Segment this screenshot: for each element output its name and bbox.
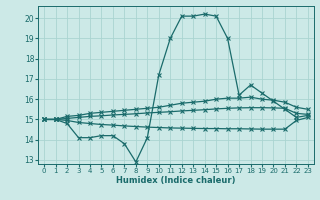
X-axis label: Humidex (Indice chaleur): Humidex (Indice chaleur) bbox=[116, 176, 236, 185]
